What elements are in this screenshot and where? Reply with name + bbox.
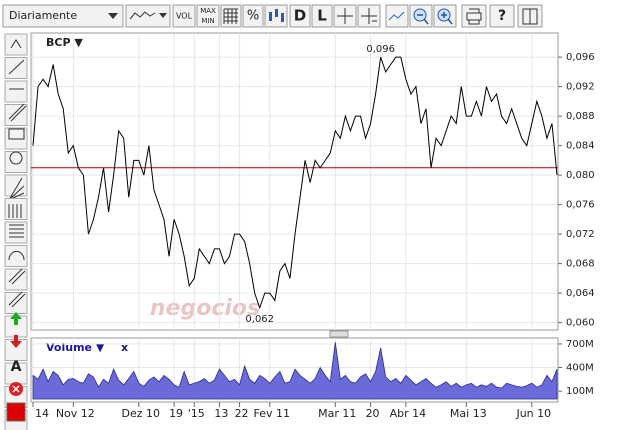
y-tick-label: 0,080 [566,170,595,181]
side-tool-button[interactable] [4,151,28,173]
toolbar: Diariamente VOL MAX MIN % D L ? [2,4,543,28]
cross-icon [337,8,353,24]
line-type-button[interactable] [125,4,171,28]
volume-close[interactable]: x [121,341,128,354]
y-tick-label: 0,060 [566,318,595,329]
line-icon [129,11,156,20]
x-tick-label: 13 [214,407,228,420]
side-tool-icon [8,103,27,122]
percent-button[interactable] [242,4,264,28]
side-tool-icon [8,128,25,140]
x-tick-label: Dez 10 [122,407,161,420]
vol-button[interactable] [172,4,196,28]
y-tick-label: 0,064 [566,288,595,299]
max-label: MAX [200,7,216,15]
side-tool-icon [8,204,22,218]
side-tool-icon [12,385,20,393]
x-tick-label: 19 [169,407,183,420]
splitter-handle[interactable] [329,330,349,338]
price-panel [30,32,559,331]
l-label: L [317,7,327,25]
maxmin-button[interactable] [196,4,220,28]
percent-label: % [247,9,259,24]
period-select[interactable] [2,4,124,28]
zoom-out-icon [417,14,429,25]
side-tool-button[interactable] [4,174,28,197]
y-tick-label: 400M [566,363,594,374]
x-tick-label: 20 [366,407,380,420]
x-tick-label: Nov 12 [56,407,95,420]
l-button[interactable] [311,4,333,28]
y-tick-label: 0,072 [566,229,595,240]
dropdown-arrow [159,13,167,18]
side-tool-icon [8,291,26,308]
y-tick-label: 0,092 [566,82,595,93]
side-tool-icon [10,312,22,325]
watermark: negocios [150,296,260,321]
volume-title[interactable]: Volume ▼ [46,341,105,354]
price-line [32,56,558,310]
d-label: D [294,7,306,25]
side-tool-button[interactable] [4,245,28,267]
side-tool-icon [10,39,22,49]
side-tool-icon [9,224,24,238]
side-tool-icon [8,250,25,261]
x-tick-label: Jun 10 [515,407,551,420]
y-tick-label: 0,096 [566,52,595,63]
side-tool-button[interactable] [4,80,28,103]
side-tool-icon [8,59,25,75]
color-swatch[interactable] [6,402,26,422]
side-tool-icon [8,268,26,285]
x-tick-label: Mai 13 [450,407,487,420]
help-button[interactable] [489,4,515,28]
y-tick-label: 0,084 [566,141,595,152]
side-tool-icon [9,151,23,165]
print-icon [466,8,482,25]
dropdown-arrow [108,13,118,19]
y-tick-label: 0,076 [566,200,595,211]
x-tick-label: 22 [235,407,249,420]
side-tool-button[interactable] [4,33,28,56]
ticker-title[interactable]: BCP ▼ [46,36,83,49]
side-tool-icon [10,335,22,348]
x-tick-label: Abr 14 [390,407,427,420]
d-button[interactable] [289,4,311,28]
side-tool-button[interactable] [4,104,28,126]
x-tick-label: Mar 11 [318,407,356,420]
candle-icon [269,9,284,22]
print-button[interactable] [461,4,487,28]
y-tick-label: 100M [566,386,594,397]
x-tick-label: 14 [35,407,49,420]
crosshair-icon [361,8,377,24]
y-tick-label: 700M [566,339,594,350]
grid-icon [223,8,238,24]
text-tool-label: A [11,359,22,375]
help-label: ? [498,8,506,24]
x-tick-label: '15 [188,407,205,420]
y-tick-label: 0,088 [566,111,595,122]
vol-label: VOL [176,12,193,21]
zoom-fit-button[interactable] [385,4,409,28]
max-annotation: 0,096 [366,44,395,55]
volume-area [32,342,558,400]
min-annotation: 0,062 [245,314,274,325]
book-icon [522,8,538,25]
x-tick-label: Fev 11 [254,407,291,420]
side-tool-button[interactable] [4,198,28,220]
period-label: Diariamente [9,9,77,22]
zoom-in-icon [441,12,453,25]
zoom-fit-icon [388,11,405,21]
y-tick-label: 0,068 [566,259,595,270]
min-label: MIN [201,17,214,25]
